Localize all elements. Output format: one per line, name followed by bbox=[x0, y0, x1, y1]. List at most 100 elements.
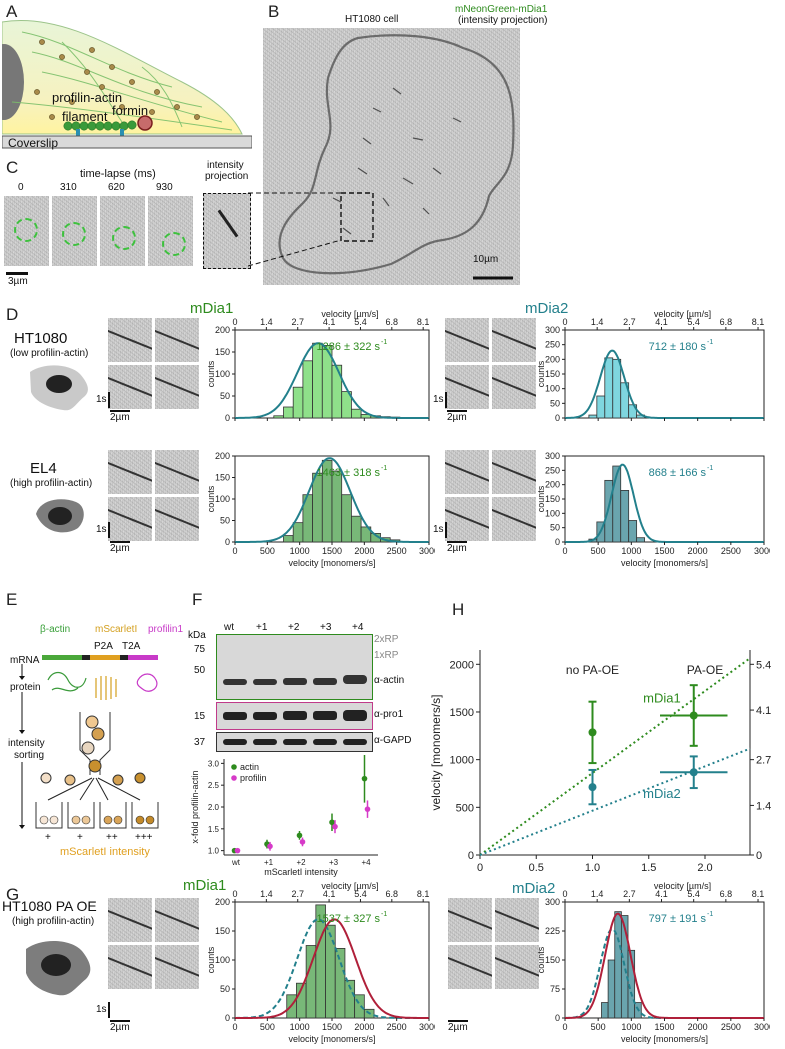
top-tick-label: 0 bbox=[232, 317, 237, 327]
x-tick-label: 1500 bbox=[654, 1022, 674, 1032]
top-tick-label: 0 bbox=[562, 317, 567, 327]
x-tick-label: 1.5 bbox=[641, 862, 656, 874]
f-band-pro: α-pro1 bbox=[374, 709, 404, 720]
x-axis-label: velocity [monomers/s] bbox=[288, 558, 375, 568]
y-tick-label: 150 bbox=[215, 347, 230, 357]
panel-a-diagram: profilin-actin filament formin Coverslip bbox=[2, 12, 252, 155]
f-marker-75: 75 bbox=[194, 644, 206, 655]
e-intensity-label: mScarletI intensity bbox=[60, 846, 150, 858]
d-mdia2-title: mDia2 bbox=[525, 300, 569, 317]
d-cell-icon-ht1080 bbox=[30, 365, 88, 411]
legend-label-actin: actin bbox=[240, 762, 259, 772]
x-tick-label: 500 bbox=[591, 1022, 606, 1032]
y-tick-label: 100 bbox=[215, 369, 230, 379]
y-axis-label: counts bbox=[206, 360, 216, 387]
histogram-bar bbox=[601, 1002, 609, 1019]
y-tick-label: 2000 bbox=[450, 659, 474, 671]
fit-annotation-exponent: -1 bbox=[381, 465, 387, 472]
y-tick-label: 200 bbox=[545, 354, 560, 364]
c-projection-frame bbox=[203, 193, 251, 269]
d-kymo-1c bbox=[108, 365, 152, 409]
panel-label-e: E bbox=[6, 590, 18, 609]
histogram-bar bbox=[341, 391, 352, 419]
f-kda-label: kDa bbox=[188, 630, 206, 641]
data-point-profilin bbox=[267, 843, 273, 850]
f-lane-wt: wt bbox=[224, 622, 234, 633]
h-velocity-vs-profilin-chart: 0 500 1000 1500 2000 0 1.4 2.7 4.1 5.4 0 0.5 1.0 1.5 2… bbox=[429, 650, 771, 880]
x-tick-label: 2500 bbox=[721, 546, 741, 556]
y-tick-label: 150 bbox=[215, 926, 230, 936]
c-scalebar-label: 3µm bbox=[8, 276, 28, 287]
x-axis-label: velocity [monomers/s] bbox=[621, 1034, 708, 1044]
c-frame-2 bbox=[100, 196, 145, 266]
y-tick-label: 200 bbox=[215, 897, 230, 907]
panel-label-a: A bbox=[6, 2, 18, 21]
b-cell-label: HT1080 cell bbox=[345, 14, 399, 25]
fit-annotation-exponent: -1 bbox=[707, 465, 713, 472]
histogram-bar bbox=[331, 470, 343, 543]
histogram-bar bbox=[604, 479, 614, 543]
x-tick-label: 0 bbox=[232, 546, 237, 556]
f-band-gapd: α-GAPD bbox=[374, 735, 412, 746]
histogram-bar bbox=[607, 959, 616, 1019]
histogram-bar bbox=[341, 494, 352, 543]
histogram-bar bbox=[596, 395, 606, 419]
panel-label-d: D bbox=[6, 305, 19, 324]
d-kymo-1a bbox=[108, 318, 152, 362]
e-protein-label: protein bbox=[10, 682, 41, 693]
g-kymo-1d bbox=[155, 945, 199, 989]
y-tick-label: 0 bbox=[555, 1013, 560, 1023]
histogram-bar bbox=[588, 414, 598, 419]
g-kymo-1a bbox=[108, 898, 152, 942]
x-tick-label: 2000 bbox=[688, 1022, 708, 1032]
top-tick-label: 1.4 bbox=[591, 317, 604, 327]
f-blot-gapd bbox=[216, 732, 373, 752]
x-tick-label: 1500 bbox=[654, 546, 674, 556]
x-tick-label: 2500 bbox=[387, 546, 407, 556]
c-scalebar bbox=[6, 272, 28, 275]
f-lane-1: +1 bbox=[256, 622, 268, 633]
d-kymo-1b bbox=[155, 318, 199, 362]
histogram-d-mdia2-ht1080: 0 50 100 150 200 250 300 counts 0 1.4 2.7 4.1 5.4 6.8… bbox=[536, 309, 765, 423]
d-kymo-spacebar-3 bbox=[110, 541, 130, 543]
top-tick-label: 1.4 bbox=[591, 889, 604, 899]
cell-micrograph: 10µm bbox=[263, 28, 520, 285]
x-tick-label: 500 bbox=[591, 546, 606, 556]
fit-annotation-exponent: -1 bbox=[707, 911, 713, 918]
y2-tick-label: 4.1 bbox=[756, 705, 771, 717]
histogram-bar bbox=[325, 924, 336, 1019]
e-level-1: + bbox=[45, 832, 51, 843]
f-band-actin: α-actin bbox=[374, 675, 405, 686]
y2-tick-label: 0 bbox=[756, 850, 762, 862]
g-kymo-2b bbox=[495, 898, 539, 942]
y2-tick-label: 1.4 bbox=[756, 800, 771, 812]
y-tick-label: 0 bbox=[555, 537, 560, 547]
c-time-2: 620 bbox=[108, 182, 125, 193]
d-cell-icon-el4 bbox=[36, 499, 84, 533]
g-kymo-spacebar-1 bbox=[110, 1020, 130, 1022]
histogram-d-mdia1-ht1080: 0 50 100 150 200 counts 0 1.4 2.7 4.1 5.4 6.8 8.1 vel… bbox=[206, 309, 430, 423]
d-kymo-4b bbox=[492, 450, 536, 494]
c-timelapse-label: time-lapse (ms) bbox=[80, 168, 156, 180]
y-tick-label: 100 bbox=[545, 508, 560, 518]
histogram-bar bbox=[620, 382, 630, 419]
x-tick-label: 1500 bbox=[322, 546, 342, 556]
legend-label-profilin: profilin bbox=[240, 773, 267, 783]
y-tick-label: 200 bbox=[215, 325, 230, 335]
x-tick-label: 3000 bbox=[419, 1022, 435, 1032]
y-tick-label: 0 bbox=[225, 537, 230, 547]
d-kymo-space-1: 2µm bbox=[110, 412, 130, 423]
d-row1-cell: HT1080 bbox=[14, 330, 68, 347]
fit-annotation-exponent: -1 bbox=[381, 339, 387, 346]
g-mdia2-title: mDia2 bbox=[512, 880, 556, 897]
top-tick-label: 4.1 bbox=[655, 317, 668, 327]
f-blot-profilin bbox=[216, 702, 373, 730]
x-tick-label: 0 bbox=[477, 862, 483, 874]
top-tick-label: 4.1 bbox=[655, 889, 668, 899]
g-mdia1-title: mDia1 bbox=[183, 877, 227, 894]
d-kymo-1d bbox=[155, 365, 199, 409]
histogram-bar bbox=[628, 520, 638, 543]
top-tick-label: 2.7 bbox=[291, 317, 304, 327]
x-tick-label: 1000 bbox=[621, 546, 641, 556]
y-axis-label: counts bbox=[206, 946, 216, 973]
